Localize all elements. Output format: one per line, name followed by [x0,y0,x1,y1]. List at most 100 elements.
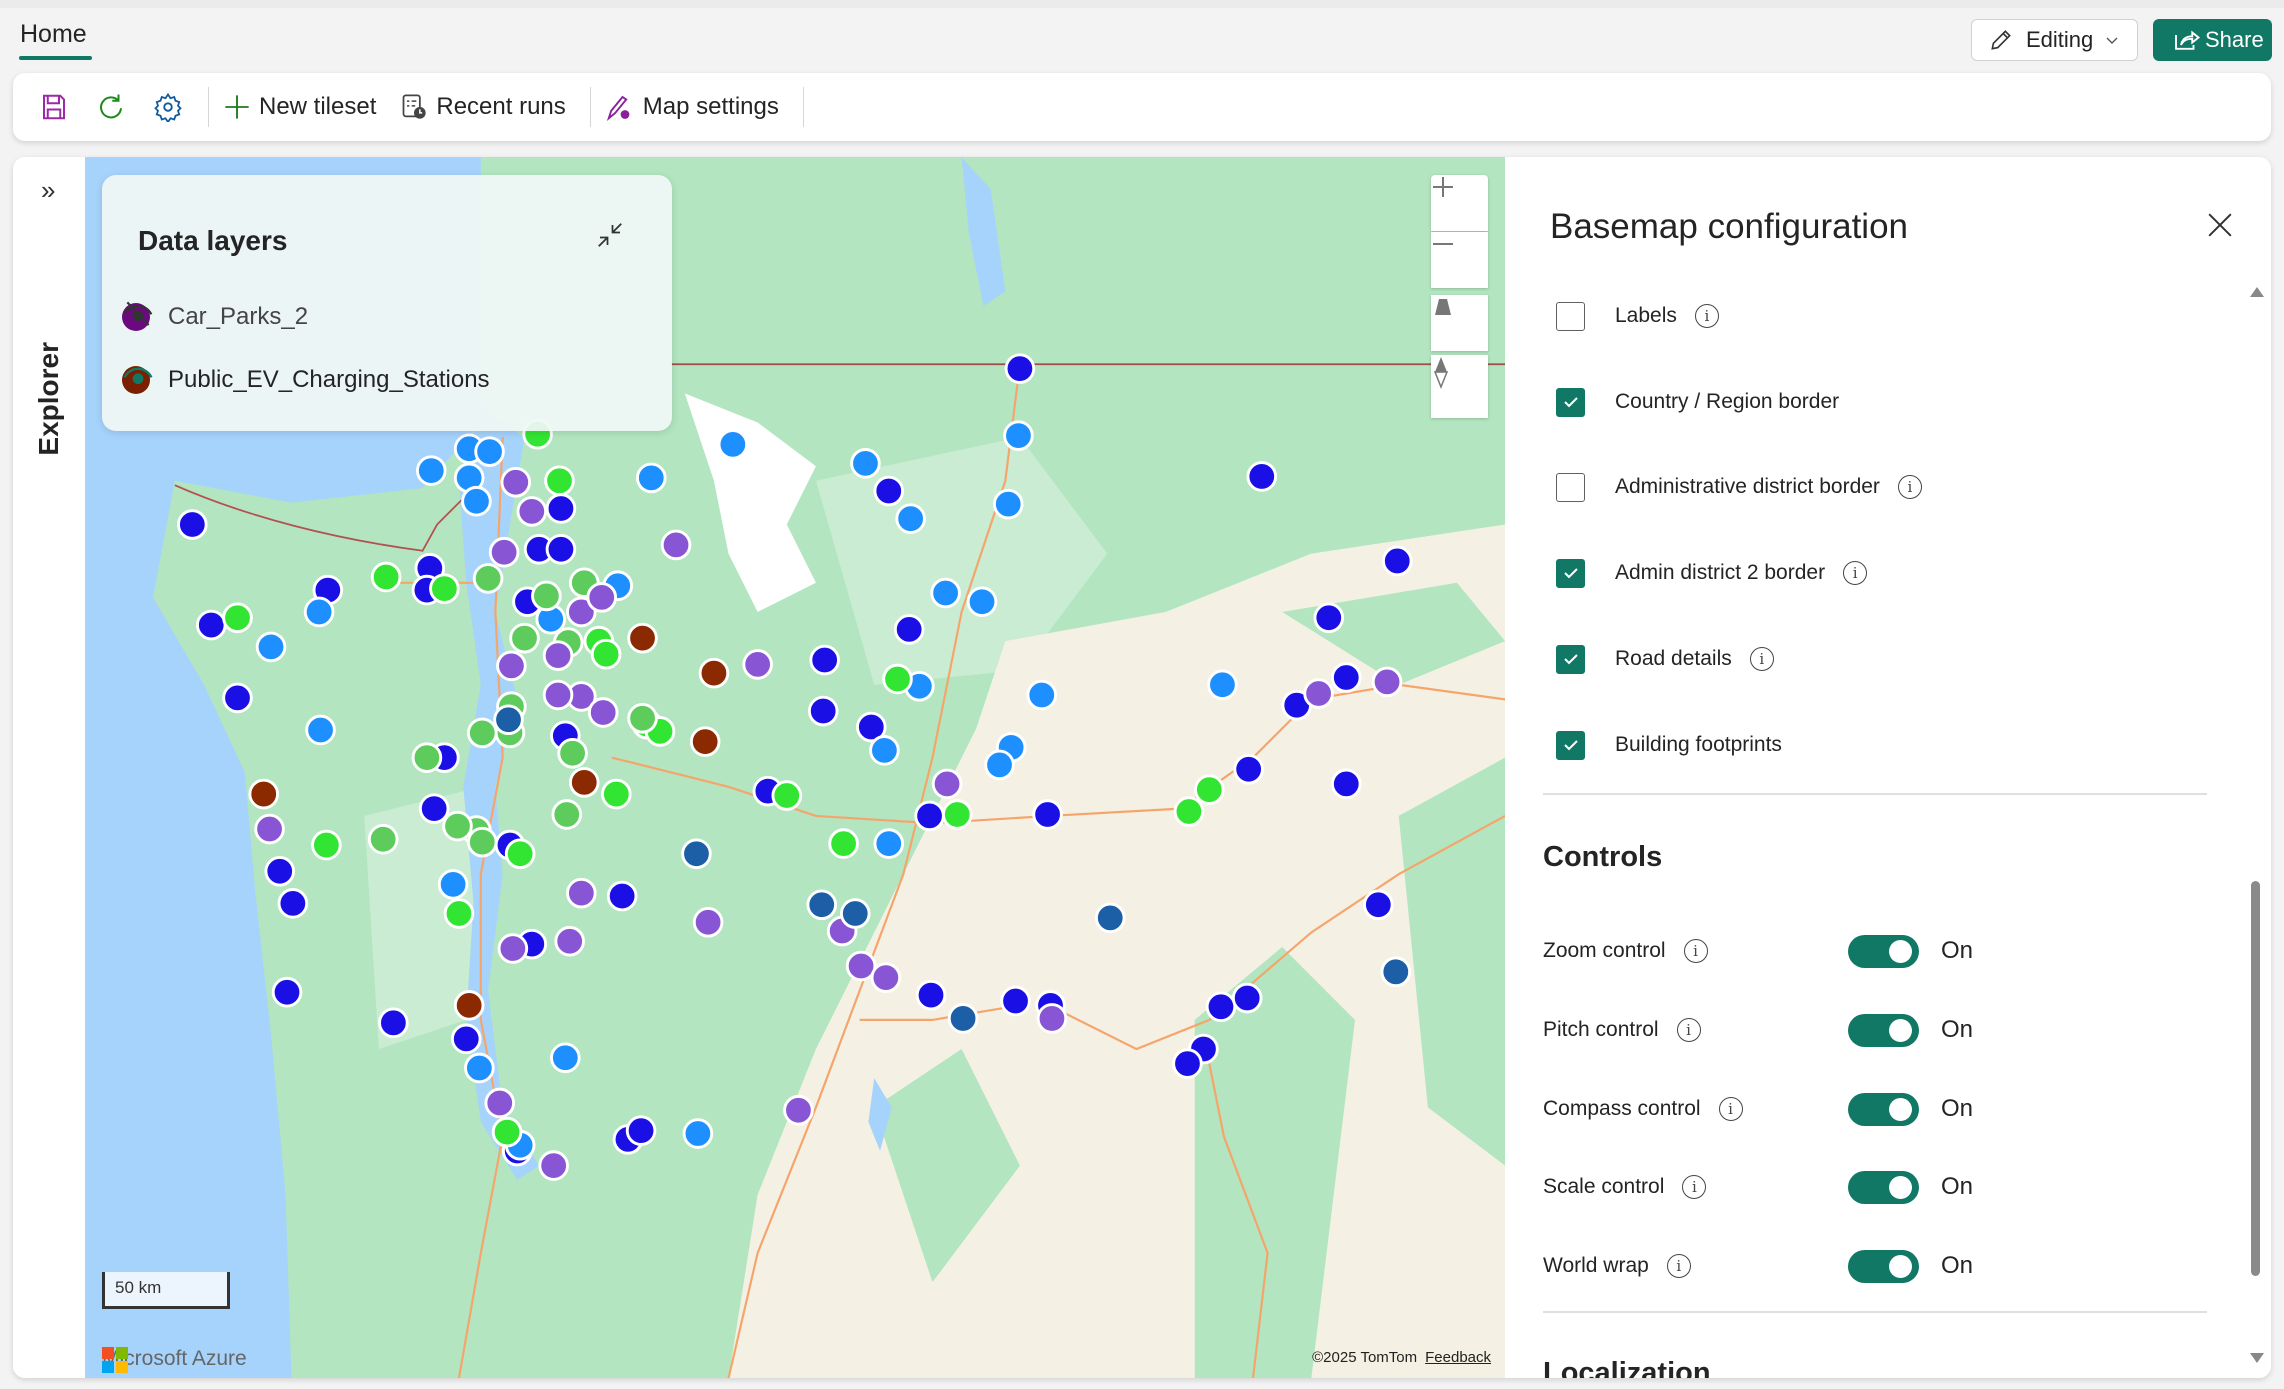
map-marker[interactable] [464,1052,495,1084]
map-marker[interactable] [1233,753,1264,785]
info-icon[interactable]: i [1897,475,1922,499]
map-marker[interactable] [682,1118,714,1149]
map-marker[interactable] [545,533,577,565]
toggle-switch[interactable] [1848,1092,1919,1126]
map-marker[interactable] [873,828,905,859]
map-marker[interactable] [568,767,600,798]
map-marker[interactable] [255,631,287,663]
map-marker[interactable] [466,717,498,749]
map-marker[interactable] [264,855,296,887]
info-icon[interactable]: i [1676,1018,1701,1042]
compass-button[interactable] [1431,355,1488,418]
scroll-up-arrow[interactable] [2250,287,2264,297]
map-marker[interactable] [873,475,905,507]
map-marker[interactable] [1205,991,1237,1023]
map-marker[interactable] [566,596,597,628]
zoom-in-button[interactable] [1431,175,1488,231]
map-marker[interactable] [1303,678,1334,709]
map-marker[interactable] [771,780,803,811]
map-marker[interactable] [415,455,447,486]
map-marker[interactable] [606,880,638,912]
map-marker[interactable] [1363,889,1394,921]
map-marker[interactable] [845,950,877,982]
map-marker[interactable] [869,735,900,766]
refresh-button[interactable] [94,90,128,124]
map-marker[interactable] [367,823,399,855]
map-marker[interactable] [1094,902,1126,934]
map-marker[interactable] [870,962,902,993]
map-marker[interactable] [941,799,973,830]
map-marker[interactable] [531,580,562,612]
map-marker[interactable] [195,609,227,641]
map-marker[interactable] [1194,774,1225,805]
scroll-down-arrow[interactable] [2250,1353,2264,1363]
map-marker[interactable] [809,644,840,676]
map-marker[interactable] [222,682,253,714]
map-marker[interactable] [984,749,1015,781]
checkbox[interactable] [1556,387,1585,417]
map-marker[interactable] [551,799,583,830]
map-marker[interactable] [516,496,548,527]
new-tileset-button[interactable]: New tileset [223,93,376,121]
map-marker[interactable] [717,429,749,460]
map-marker[interactable] [601,778,632,810]
recent-runs-button[interactable]: Recent runs [400,93,566,121]
map-marker[interactable] [542,640,574,671]
map-marker[interactable] [254,813,285,845]
expand-explorer-icon[interactable]: » [41,175,56,205]
map-marker[interactable] [466,826,498,858]
option-row[interactable]: Administrative district border i [1556,467,1922,507]
map-marker[interactable] [689,726,721,757]
option-row[interactable]: Building footprints [1556,725,1782,765]
settings-button[interactable] [151,90,185,124]
map-marker[interactable] [1172,1048,1203,1079]
map-marker[interactable] [1207,669,1238,701]
map-marker[interactable] [311,829,342,861]
map-marker[interactable] [660,529,692,561]
map-marker[interactable] [1000,985,1031,1017]
map-marker[interactable] [742,649,773,680]
map-marker[interactable] [893,614,925,645]
map-marker[interactable] [625,1115,657,1146]
explorer-label[interactable]: Explorer [33,342,64,456]
map-marker[interactable] [947,1003,979,1034]
map-marker[interactable] [1380,956,1412,988]
map-marker[interactable] [418,793,450,824]
map-marker[interactable] [1246,461,1278,492]
info-icon[interactable]: i [1843,561,1868,585]
map-marker[interactable] [1313,602,1345,634]
map-marker[interactable] [586,582,618,613]
map-marker[interactable] [1381,545,1413,577]
checkbox[interactable] [1556,644,1585,674]
map-marker[interactable] [429,573,460,604]
map-marker[interactable] [635,462,667,494]
checkbox[interactable] [1556,472,1585,502]
map-marker[interactable] [472,563,504,594]
map-marker[interactable] [509,622,540,654]
panel-scrollbar[interactable] [2248,277,2264,1377]
toggle-switch[interactable] [1848,1170,1919,1204]
pitch-button[interactable] [1431,295,1488,351]
map-marker[interactable] [895,503,926,534]
map-marker[interactable] [698,657,730,689]
map-marker[interactable] [538,1150,569,1181]
map-marker[interactable] [491,1116,523,1148]
option-row[interactable]: Road details i [1556,639,1774,679]
map-marker[interactable] [828,828,859,859]
map-marker[interactable] [554,925,585,957]
scrollbar-thumb[interactable] [2251,881,2260,1276]
map-marker[interactable] [544,465,575,497]
map-marker[interactable] [484,1087,516,1119]
map-marker[interactable] [587,697,619,728]
map-marker[interactable] [370,561,402,593]
map-marker[interactable] [497,933,529,964]
map-marker[interactable] [930,577,961,609]
map-marker[interactable] [411,742,443,773]
map-marker[interactable] [692,906,724,938]
checkbox[interactable] [1556,558,1585,588]
map-marker[interactable] [855,711,887,743]
map-marker[interactable] [500,466,532,498]
zoom-out-button[interactable] [1431,232,1488,288]
info-icon[interactable]: i [1718,1097,1743,1121]
feedback-link[interactable]: Feedback [1425,1349,1491,1366]
